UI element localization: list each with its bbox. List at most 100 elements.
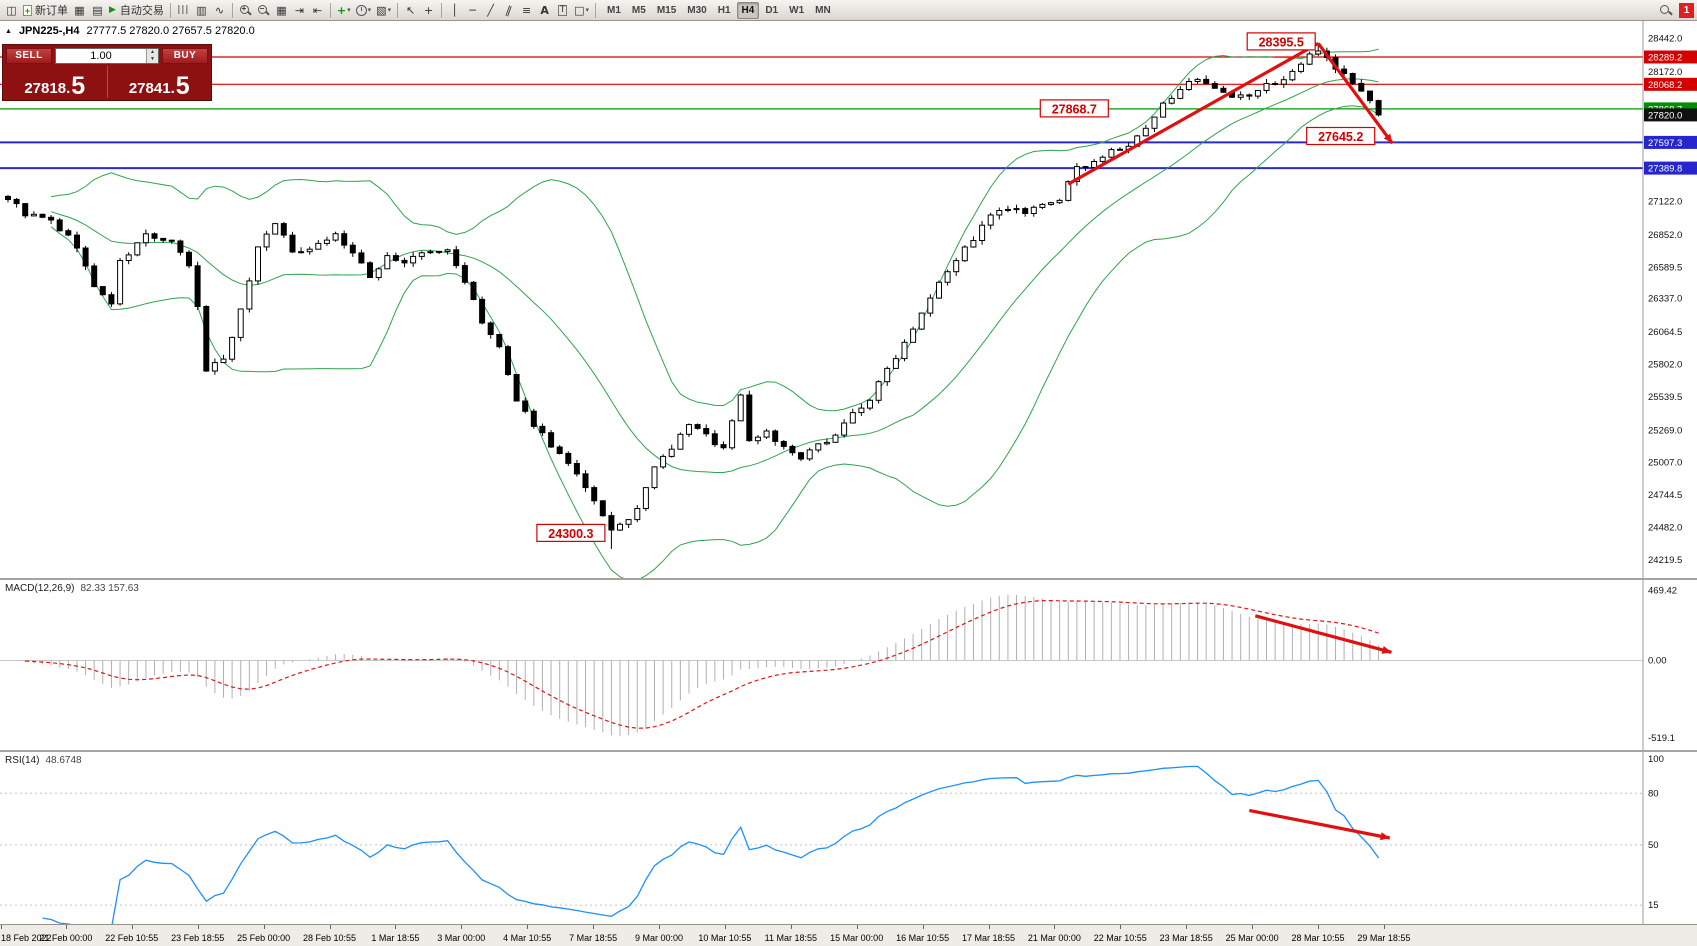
time-label: 21 Mar 00:00	[1027, 933, 1081, 943]
main-price-chart[interactable]: 28395.5 27868.7 27645.2 24300.3 28442.0 28289…	[0, 21, 1697, 578]
svg-text:27645.2: 27645.2	[1318, 130, 1363, 144]
time-label: 28 Mar 10:55	[1291, 933, 1345, 943]
sell-button[interactable]: SELL	[6, 47, 52, 64]
time-label: 22 Mar 10:55	[1093, 933, 1147, 943]
svg-text:28442.0: 28442.0	[1648, 34, 1682, 45]
search-icon[interactable]	[1657, 1, 1674, 19]
time-label: 10 Mar 10:55	[698, 933, 752, 943]
buy-button[interactable]: BUY	[162, 47, 208, 64]
clock-icon	[355, 4, 367, 16]
zoom-out-icon[interactable]: −	[255, 1, 272, 19]
cursor-icon[interactable]: ↖	[405, 3, 416, 17]
auto-scroll-icon[interactable]: ⇥	[294, 3, 305, 17]
time-label: 4 Mar 10:55	[503, 933, 552, 943]
one-click-toggle-icon[interactable]: ▲	[5, 27, 12, 35]
svg-text:25539.5: 25539.5	[1648, 392, 1682, 403]
svg-text:27389.8: 27389.8	[1648, 164, 1682, 175]
svg-text:28172.0: 28172.0	[1648, 67, 1682, 78]
toolbar-separator	[231, 2, 233, 18]
chart-shift-icon[interactable]: ⇤	[312, 3, 323, 17]
profiles-icon[interactable]: ▤	[92, 3, 103, 17]
rsi-splitter[interactable]	[0, 750, 1697, 752]
periods-button[interactable]: ▾	[354, 1, 374, 19]
svg-text:27820.0: 27820.0	[1648, 110, 1682, 121]
macd-label: MACD(12,26,9) 82.33 157.63	[5, 583, 139, 594]
svg-text:25802.0: 25802.0	[1648, 360, 1682, 371]
svg-text:50: 50	[1648, 840, 1659, 851]
svg-text:24744.5: 24744.5	[1648, 490, 1682, 501]
indicators-button[interactable]: + ▾	[336, 3, 351, 17]
svg-text:15: 15	[1648, 900, 1659, 911]
svg-text:469.42: 469.42	[1648, 586, 1677, 597]
volume-control: ▲▼	[55, 47, 159, 64]
fibonacci-icon[interactable]: ≡	[521, 3, 532, 17]
volume-spinner: ▲ ▼	[146, 48, 158, 63]
play-icon: ▶	[109, 4, 117, 15]
horizontal-line-icon[interactable]: ─	[469, 3, 476, 17]
time-label: 17 Mar 18:55	[961, 933, 1016, 943]
chart-header: ▲ JPN225-,H4 27777.5 27820.0 27657.5 278…	[5, 25, 255, 37]
vertical-line-icon[interactable]: │	[451, 3, 458, 17]
bar-chart-type-icon[interactable]: |||	[177, 4, 190, 15]
timeframe-h1-button[interactable]: H1	[717, 4, 731, 16]
svg-text:28395.5: 28395.5	[1259, 35, 1304, 49]
chart-window-icon[interactable]: ◫	[6, 3, 17, 17]
line-chart-type-icon[interactable]: ∿	[214, 3, 225, 17]
time-axis[interactable]: 18 Feb 2022 21 Feb 00:00 22 Feb 10:55 23 Fe…	[0, 924, 1697, 946]
time-label: 23 Feb 18:55	[171, 933, 225, 943]
ohlc-values: 27777.5 27820.0 27657.5 27820.0	[86, 25, 255, 37]
auto-trading-button[interactable]: ▶ 自动交易	[109, 4, 164, 17]
svg-text:-519.1: -519.1	[1648, 733, 1675, 744]
zoom-in-icon[interactable]: +	[237, 1, 254, 19]
shapes-button[interactable]: □ ▾	[574, 3, 590, 17]
volume-up-icon[interactable]: ▲	[147, 48, 158, 56]
candlestick-chart-type-icon[interactable]: ▥	[196, 3, 207, 17]
time-label: 22 Feb 10:55	[105, 933, 159, 943]
macd-splitter[interactable]	[0, 578, 1697, 580]
macd-indicator-chart[interactable]: 469.42 0.00 -519.1	[0, 580, 1697, 750]
trendline-icon[interactable]: ╱	[487, 3, 494, 17]
time-label: 3 Mar 00:00	[437, 933, 486, 943]
time-label: 18 Feb 2022	[1, 933, 52, 943]
time-label: 21 Feb 00:00	[39, 933, 93, 943]
timeframe-d1-button[interactable]: D1	[765, 4, 779, 16]
label-tool-icon[interactable]: T	[557, 4, 568, 16]
svg-text:24482.0: 24482.0	[1648, 523, 1682, 534]
timeframe-group: M1 M5 M15 M30 H1 H4 D1 W1 MN	[602, 1, 836, 19]
tile-windows-icon[interactable]: ▦	[276, 3, 287, 17]
volume-input[interactable]	[56, 48, 146, 63]
crosshair-icon[interactable]: +	[423, 3, 434, 17]
chevron-down-icon: ▾	[585, 5, 590, 14]
svg-text:27868.7: 27868.7	[1052, 102, 1097, 116]
volume-down-icon[interactable]: ▼	[147, 55, 158, 63]
svg-text:27122.0: 27122.0	[1648, 197, 1682, 208]
svg-text:28068.2: 28068.2	[1648, 80, 1682, 91]
templates-button[interactable]: ▧ ▾	[376, 3, 392, 17]
charts-grid-icon[interactable]: ▦	[74, 3, 85, 17]
toolbar-separator	[329, 2, 331, 18]
timeframe-w1-button[interactable]: W1	[789, 4, 805, 16]
timeframe-m15-button[interactable]: M15	[656, 4, 677, 16]
chart-area: 28395.5 27868.7 27645.2 24300.3 28442.0 28289…	[0, 21, 1697, 946]
notification-badge[interactable]: 1	[1679, 2, 1694, 18]
time-label: 25 Mar 00:00	[1225, 933, 1279, 943]
timeframe-m30-button[interactable]: M30	[687, 4, 707, 16]
time-label: 25 Feb 00:00	[237, 933, 291, 943]
rsi-indicator-chart[interactable]: 100 80 50 15	[0, 752, 1697, 924]
buy-price[interactable]: 27841. 5	[128, 72, 190, 100]
timeframe-h4-button[interactable]: H4	[736, 1, 760, 19]
text-tool-icon[interactable]: A	[540, 3, 549, 17]
sell-price[interactable]: 27818. 5	[3, 66, 108, 99]
svg-text:27597.3: 27597.3	[1648, 138, 1682, 149]
symbol-period: JPN225-,H4	[18, 25, 80, 37]
timeframe-mn-button[interactable]: MN	[815, 4, 831, 16]
new-order-button[interactable]: 新订单	[21, 1, 70, 19]
equidistant-channel-icon[interactable]: ∥	[503, 2, 514, 18]
timeframe-m5-button[interactable]: M5	[631, 4, 646, 16]
new-order-icon	[23, 4, 32, 16]
time-label: 11 Mar 18:55	[764, 933, 817, 943]
time-label: 9 Mar 00:00	[634, 933, 684, 943]
svg-text:25007.0: 25007.0	[1648, 458, 1682, 469]
timeframe-m1-button[interactable]: M1	[607, 4, 621, 16]
time-label: 1 Mar 18:55	[371, 933, 420, 943]
